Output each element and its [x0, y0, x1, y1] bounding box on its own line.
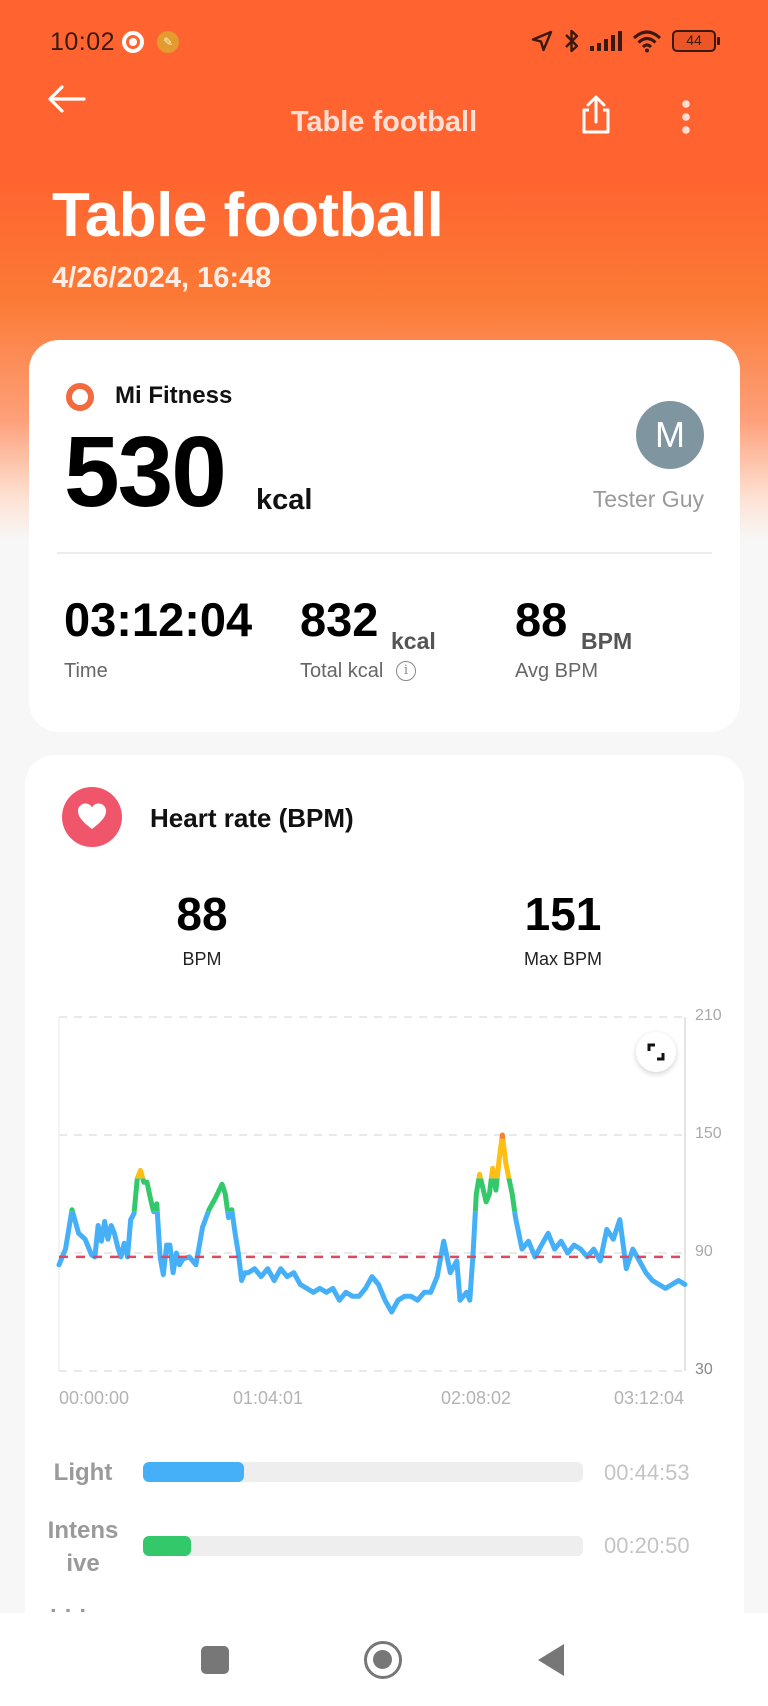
duration-value: 03:12:04	[64, 593, 253, 646]
avg-heart-rate-value: 88	[176, 888, 228, 940]
zone-bar-light	[143, 1462, 583, 1482]
location-arrow-icon	[531, 30, 553, 52]
avatar[interactable]: M	[636, 401, 704, 469]
x-tick: 01:04:01	[233, 1388, 304, 1408]
zone-bar-intensive	[143, 1536, 583, 1556]
more-vertical-icon	[682, 100, 690, 134]
x-tick: 03:12:04	[614, 1388, 685, 1408]
share-button[interactable]	[576, 94, 616, 138]
max-heart-rate: 151 Max BPM	[463, 891, 663, 970]
wifi-icon	[632, 30, 662, 53]
active-calories-unit: kcal	[256, 484, 313, 516]
zone-label-light: Light	[53, 1459, 113, 1486]
battery-icon: 44	[672, 30, 720, 52]
zone-label-partial: · · ·	[50, 1598, 88, 1612]
workout-title: Table football	[52, 181, 444, 250]
arrow-left-icon	[48, 85, 86, 113]
more-options-button[interactable]	[672, 98, 700, 138]
zone-time-light: 00:44:53	[604, 1460, 690, 1485]
notification-icon: ✎	[157, 31, 179, 53]
share-icon	[582, 95, 610, 134]
recents-button[interactable]	[201, 1646, 229, 1674]
avg-bpm-label: Avg BPM	[515, 660, 598, 682]
expand-icon	[647, 1043, 665, 1061]
duration-label: Time	[64, 660, 108, 682]
active-calories-value: 530	[64, 416, 227, 528]
heart-icon	[78, 803, 106, 829]
avg-bpm-unit: BPM	[581, 628, 633, 654]
heart-rate-title: Heart rate (BPM)	[150, 803, 354, 833]
zone-label-intensive: Intens ive	[47, 1517, 119, 1577]
zone-time-intensive: 00:20:50	[604, 1533, 690, 1558]
zone-fill-light	[143, 1462, 245, 1482]
status-bar: 10:02 ✎ 44	[0, 0, 768, 80]
y-tick: 150	[695, 1125, 722, 1142]
bluetooth-icon	[565, 29, 579, 53]
avg-heart-rate-label: BPM	[182, 949, 222, 969]
avg-heart-rate: 88 BPM	[102, 891, 302, 970]
x-tick: 02:08:02	[441, 1388, 512, 1408]
max-heart-rate-value: 151	[524, 888, 602, 940]
app-bar-title: Table football	[290, 106, 478, 138]
total-kcal-unit: kcal	[391, 628, 436, 654]
zone-fill-intensive	[143, 1536, 192, 1556]
total-kcal-label: Total kcal	[300, 660, 384, 682]
status-time: 10:02	[50, 28, 116, 56]
status-icons: 44	[530, 26, 720, 56]
record-indicator-icon	[122, 31, 144, 53]
user-name: Tester Guy	[592, 486, 704, 512]
heart-rate-badge	[62, 787, 122, 847]
y-tick: 210	[695, 1007, 722, 1024]
mi-fitness-logo-icon	[66, 383, 94, 411]
max-heart-rate-label: Max BPM	[523, 949, 602, 969]
system-back-button[interactable]	[538, 1644, 564, 1676]
total-kcal-value: 832	[300, 593, 379, 646]
summary-card	[29, 340, 740, 732]
workout-date: 4/26/2024, 16:48	[52, 262, 272, 294]
x-tick: 00:00:00	[59, 1388, 130, 1408]
y-tick: 30	[695, 1361, 713, 1378]
back-button[interactable]	[44, 80, 94, 120]
avg-bpm-value: 88	[515, 593, 568, 646]
fullscreen-button[interactable]	[636, 1032, 676, 1072]
signal-icon	[590, 31, 622, 51]
y-tick: 90	[695, 1243, 713, 1260]
source-label: Mi Fitness	[115, 382, 233, 409]
divider	[57, 552, 712, 554]
info-icon[interactable]: i	[396, 661, 416, 681]
home-button[interactable]	[364, 1641, 402, 1679]
